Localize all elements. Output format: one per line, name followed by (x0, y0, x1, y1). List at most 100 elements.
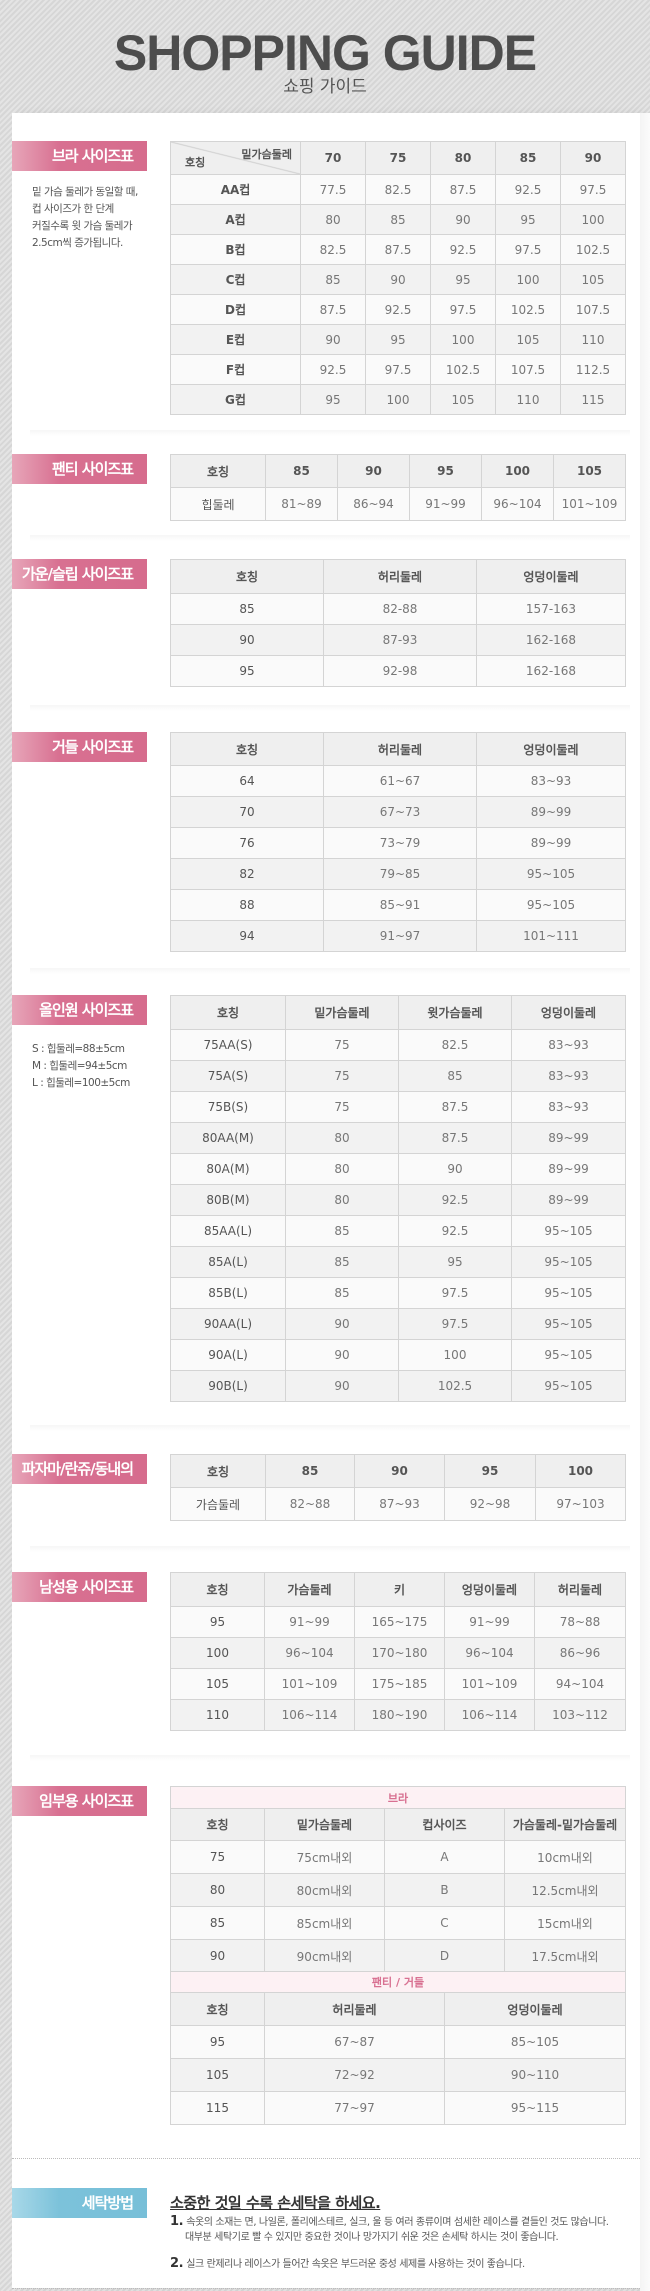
header-row: 호칭 허리둘레 엉덩이둘레 (170, 732, 626, 766)
table-row: 110 106~114 180~190 106~114 103~112 (170, 1699, 626, 1731)
table-cell: 162-168 (476, 655, 626, 687)
washing-title: 소중한 것일 수록 손세탁을 하세요. (170, 2194, 381, 2212)
row-header: 105 (170, 2058, 265, 2092)
table-row: D컵 87.5 92.5 97.5 102.5 107.5 (170, 294, 626, 325)
table-cell: 75cm내외 (264, 1840, 385, 1874)
table-cell: 91~97 (323, 920, 477, 952)
column-header: 105 (553, 454, 626, 488)
row-header: 90A(L) (170, 1339, 286, 1371)
table-row: 85 85cm내외 C 15cm내외 (170, 1906, 626, 1940)
table-cell: 67~87 (264, 2025, 445, 2059)
header-row: 호칭 허리둘레 엉덩이둘레 (170, 1992, 627, 2026)
table-cell: 95~105 (511, 1277, 626, 1309)
row-header: 80A(M) (170, 1153, 286, 1185)
table-cell: 81~89 (265, 487, 338, 521)
table-cell: 85 (285, 1277, 399, 1309)
table-cell: 97.5 (398, 1277, 512, 1309)
table-cell: 75 (285, 1060, 399, 1092)
column-header: 허리둘레 (534, 1572, 626, 1607)
table-cell: 72~92 (264, 2058, 445, 2092)
row-header: AA컵 (170, 174, 301, 205)
row-header: 110 (170, 1699, 265, 1731)
maternity-bra-table: 브라 호칭 밑가슴둘레 컵사이즈 가슴둘레-밑가슴둘레 75 75cm내외 A 10cm내외 80… (170, 1786, 626, 1973)
row-header: A컵 (170, 204, 301, 235)
header-row: 호칭 85 90 95 100 (170, 1454, 626, 1488)
table-row: 85B(L) 85 97.5 95~105 (170, 1277, 626, 1309)
table-cell: 115 (560, 384, 626, 415)
column-header: 엉덩이둘레 (476, 732, 626, 766)
table-cell: D (384, 1939, 505, 1973)
corner-diagonal: 밑가슴둘레 호칭 (171, 142, 300, 174)
header-row: 밑가슴둘레 호칭 70 75 80 85 90 (170, 141, 626, 175)
column-header: 100 (481, 454, 554, 488)
table-cell: 92.5 (495, 174, 561, 205)
table-cell: 85 (365, 204, 431, 235)
table-cell: 102.5 (430, 354, 496, 385)
table-cell: 61~67 (323, 765, 477, 797)
column-header: 호칭 (170, 1454, 266, 1488)
washing-item-1: 1. 속옷의 소재는 면, 나일론, 폴리에스테르, 실크, 울 등 여러 종류이… (170, 2214, 630, 2245)
table-cell: 85 (285, 1246, 399, 1278)
row-header: 80B(M) (170, 1184, 286, 1216)
table-cell: 92.5 (365, 294, 431, 325)
row-header: F컵 (170, 354, 301, 385)
row-header: 95 (170, 655, 324, 687)
table-cell: 100 (430, 324, 496, 355)
table-cell: 100 (398, 1339, 512, 1371)
note-line: M : 힙둘레=94±5cm (32, 1060, 127, 1072)
table-cell: 80 (285, 1153, 399, 1185)
item-text: 대부분 세탁기로 빨 수 있지만 중요한 것이나 망가지기 쉬운 것은 손세탁 … (185, 2232, 559, 2243)
table-cell: 92.5 (398, 1215, 512, 1247)
table-cell: 95~105 (476, 858, 626, 890)
table-cell: 97~103 (535, 1487, 626, 1521)
table-row: 95 92-98 162-168 (170, 655, 626, 687)
table-cell: 95 (365, 324, 431, 355)
section-divider (30, 430, 630, 436)
table-cell: 77.5 (300, 174, 366, 205)
table-cell: 102.5 (398, 1370, 512, 1402)
row-header: 95 (170, 1606, 265, 1638)
column-header: 85 (495, 141, 561, 175)
column-header: 가슴둘레 (264, 1572, 355, 1607)
table-cell: 95~105 (511, 1308, 626, 1340)
table-cell: 102.5 (560, 234, 626, 265)
table-cell: 91~99 (264, 1606, 355, 1638)
table-cell: 82~88 (265, 1487, 355, 1521)
table-caption: 브라 (170, 1786, 626, 1809)
table-row: 70 67~73 89~99 (170, 796, 626, 828)
row-header: 105 (170, 1668, 265, 1700)
row-header: E컵 (170, 324, 301, 355)
header-row: 호칭 허리둘레 엉덩이둘레 (170, 559, 626, 594)
table-row: 80A(M) 80 90 89~99 (170, 1153, 626, 1185)
table-cell: 90 (398, 1153, 512, 1185)
table-cell: 80 (300, 204, 366, 235)
table-row: 105 101~109 175~185 101~109 94~104 (170, 1668, 626, 1700)
table-row: 85A(L) 85 95 95~105 (170, 1246, 626, 1278)
column-header: 100 (535, 1454, 626, 1488)
table-row: 85AA(L) 85 92.5 95~105 (170, 1215, 626, 1247)
table-cell: 86~94 (337, 487, 410, 521)
table-row: 80AA(M) 80 87.5 89~99 (170, 1122, 626, 1154)
table-cell: 82-88 (323, 593, 477, 625)
column-header: 밑가슴둘레 (285, 995, 399, 1030)
table-cell: 77~97 (264, 2091, 445, 2125)
corner-header: 밑가슴둘레 호칭 (170, 141, 301, 175)
table-cell: 175~185 (354, 1668, 445, 1700)
all-in-one-note: S : 힙둘레=88±5cm M : 힙둘레=94±5cm L : 힙둘레=100±… (32, 1041, 130, 1092)
table-cell: 101~109 (264, 1668, 355, 1700)
column-header: 90 (560, 141, 626, 175)
column-header: 엉덩이둘레 (443, 1992, 627, 2026)
table-cell: 67~73 (323, 796, 477, 828)
washing-item-2: 2. 실크 란제리나 레이스가 들어간 속옷은 부드러운 중성 세제를 사용하는 … (170, 2256, 630, 2272)
table-cell: 75 (285, 1091, 399, 1123)
page-subtitle: 쇼핑 가이드 (283, 77, 367, 97)
row-header: 88 (170, 889, 324, 921)
table-cell: 87.5 (430, 174, 496, 205)
table-row: 94 91~97 101~111 (170, 920, 626, 952)
table-cell: 100 (560, 204, 626, 235)
table-row: 95 91~99 165~175 91~99 78~88 (170, 1606, 626, 1638)
table-cell: 100 (365, 384, 431, 415)
table-cell: 87.5 (398, 1122, 512, 1154)
table-cell: 95~115 (443, 2091, 627, 2125)
table-cell: C (384, 1906, 505, 1940)
